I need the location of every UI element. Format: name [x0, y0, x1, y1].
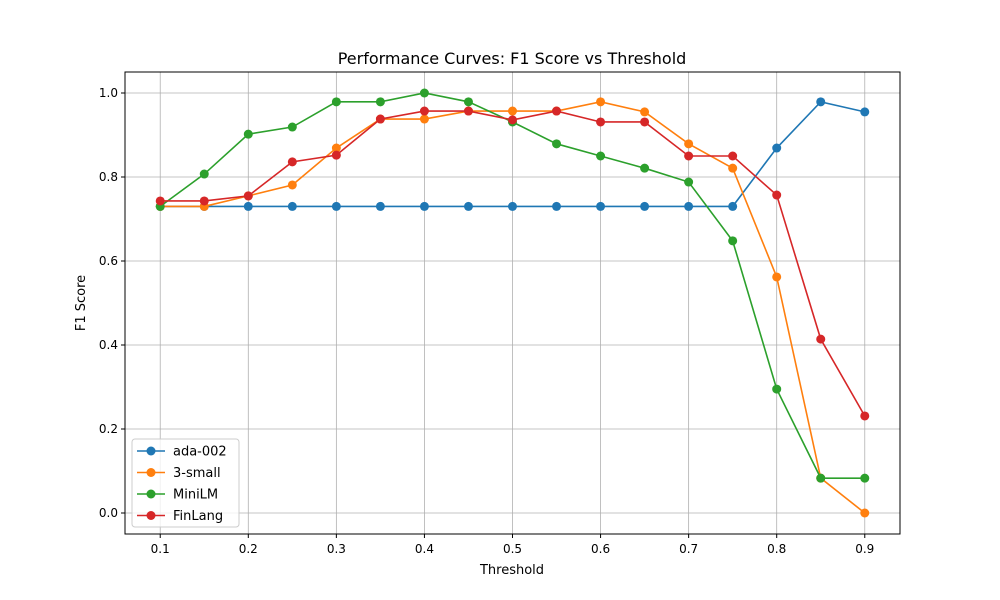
data-point: [155, 196, 165, 206]
data-point: [287, 201, 297, 211]
data-point: [684, 139, 694, 149]
y-tick-label: 0.6: [99, 254, 118, 268]
data-point: [860, 411, 870, 421]
legend-marker: [146, 511, 156, 520]
legend-box: [131, 438, 240, 528]
data-point: [552, 139, 562, 149]
x-tick-label: 0.6: [591, 542, 610, 556]
legend-label: MiniLM: [173, 488, 218, 503]
data-point: [331, 143, 341, 153]
data-point: [508, 115, 517, 125]
data-point: [772, 143, 782, 153]
data-point: [508, 201, 517, 211]
data-point: [331, 97, 341, 107]
x-tick-label: 0.9: [855, 542, 874, 556]
data-point: [860, 107, 870, 117]
data-point: [243, 129, 253, 139]
data-point: [816, 473, 826, 483]
data-point: [243, 191, 253, 201]
legend-marker: [146, 446, 156, 456]
data-point: [772, 272, 782, 282]
x-axis-label: Threshold: [479, 563, 544, 578]
data-point: [199, 196, 209, 206]
data-point: [463, 97, 473, 107]
data-point: [375, 201, 385, 211]
x-tick-label: 0.7: [679, 542, 698, 556]
data-point: [552, 201, 562, 211]
data-point: [199, 169, 209, 179]
data-point: [596, 117, 606, 127]
legend-marker: [146, 489, 156, 499]
y-tick-label: 0.2: [99, 422, 118, 436]
data-point: [728, 151, 738, 161]
data-point: [596, 97, 606, 107]
data-point: [684, 151, 694, 161]
data-point: [596, 151, 606, 161]
plot-frame: [124, 71, 901, 535]
data-point: [728, 163, 738, 173]
data-point: [596, 201, 606, 211]
x-tick-label: 0.8: [767, 542, 786, 556]
data-point: [463, 106, 473, 116]
data-point: [640, 201, 650, 211]
data-point: [287, 122, 297, 132]
data-point: [640, 107, 650, 117]
series-FinLang: [155, 106, 870, 421]
y-tick-label: 1.0: [99, 86, 118, 100]
data-point: [728, 236, 738, 246]
x-tick-label: 0.1: [151, 542, 170, 556]
series-ada-002: [155, 97, 870, 211]
data-point: [772, 384, 782, 394]
data-point: [728, 201, 738, 211]
data-point: [331, 201, 341, 211]
data-point: [816, 334, 826, 344]
data-point: [772, 190, 782, 200]
series-MiniLM: [155, 88, 870, 483]
data-point: [419, 88, 429, 98]
chart-title: Performance Curves: F1 Score vs Threshol…: [338, 49, 687, 68]
data-point: [816, 97, 826, 107]
x-tick-label: 0.2: [239, 542, 258, 556]
data-point: [419, 106, 429, 116]
x-tick-label: 0.5: [503, 542, 522, 556]
data-point: [552, 106, 562, 116]
data-point: [331, 150, 341, 160]
x-tick-label: 0.4: [415, 542, 434, 556]
data-point: [419, 114, 429, 124]
y-tick-label: 0.4: [99, 338, 118, 352]
y-axis-label: F1 Score: [74, 275, 89, 331]
legend-label: 3-small: [173, 466, 221, 481]
data-point: [860, 473, 870, 483]
legend-marker: [146, 468, 156, 477]
legend-label: FinLang: [173, 509, 223, 524]
series-group: [155, 88, 870, 518]
data-point: [640, 163, 650, 173]
ticks: 0.1 0.2 0.3 0.4 0.5 0.6 0.7 0.8 0.9 0.0 0.2 0.4 0.6 0…: [99, 86, 874, 556]
legend-label: ada-002: [173, 445, 227, 460]
data-point: [287, 180, 297, 190]
data-point: [287, 157, 297, 167]
data-point: [640, 117, 650, 127]
legend: ada-002 3-small MiniLM FinLang: [131, 438, 240, 528]
data-point: [463, 201, 473, 211]
y-tick-label: 0.8: [99, 170, 118, 184]
data-point: [419, 201, 429, 211]
data-point: [684, 201, 694, 211]
x-tick-label: 0.3: [327, 542, 346, 556]
data-point: [684, 177, 694, 187]
data-point: [860, 508, 870, 518]
data-point: [243, 201, 253, 211]
y-tick-label: 0.0: [99, 506, 118, 520]
data-point: [375, 114, 385, 124]
data-point: [508, 106, 517, 116]
data-point: [375, 97, 385, 107]
